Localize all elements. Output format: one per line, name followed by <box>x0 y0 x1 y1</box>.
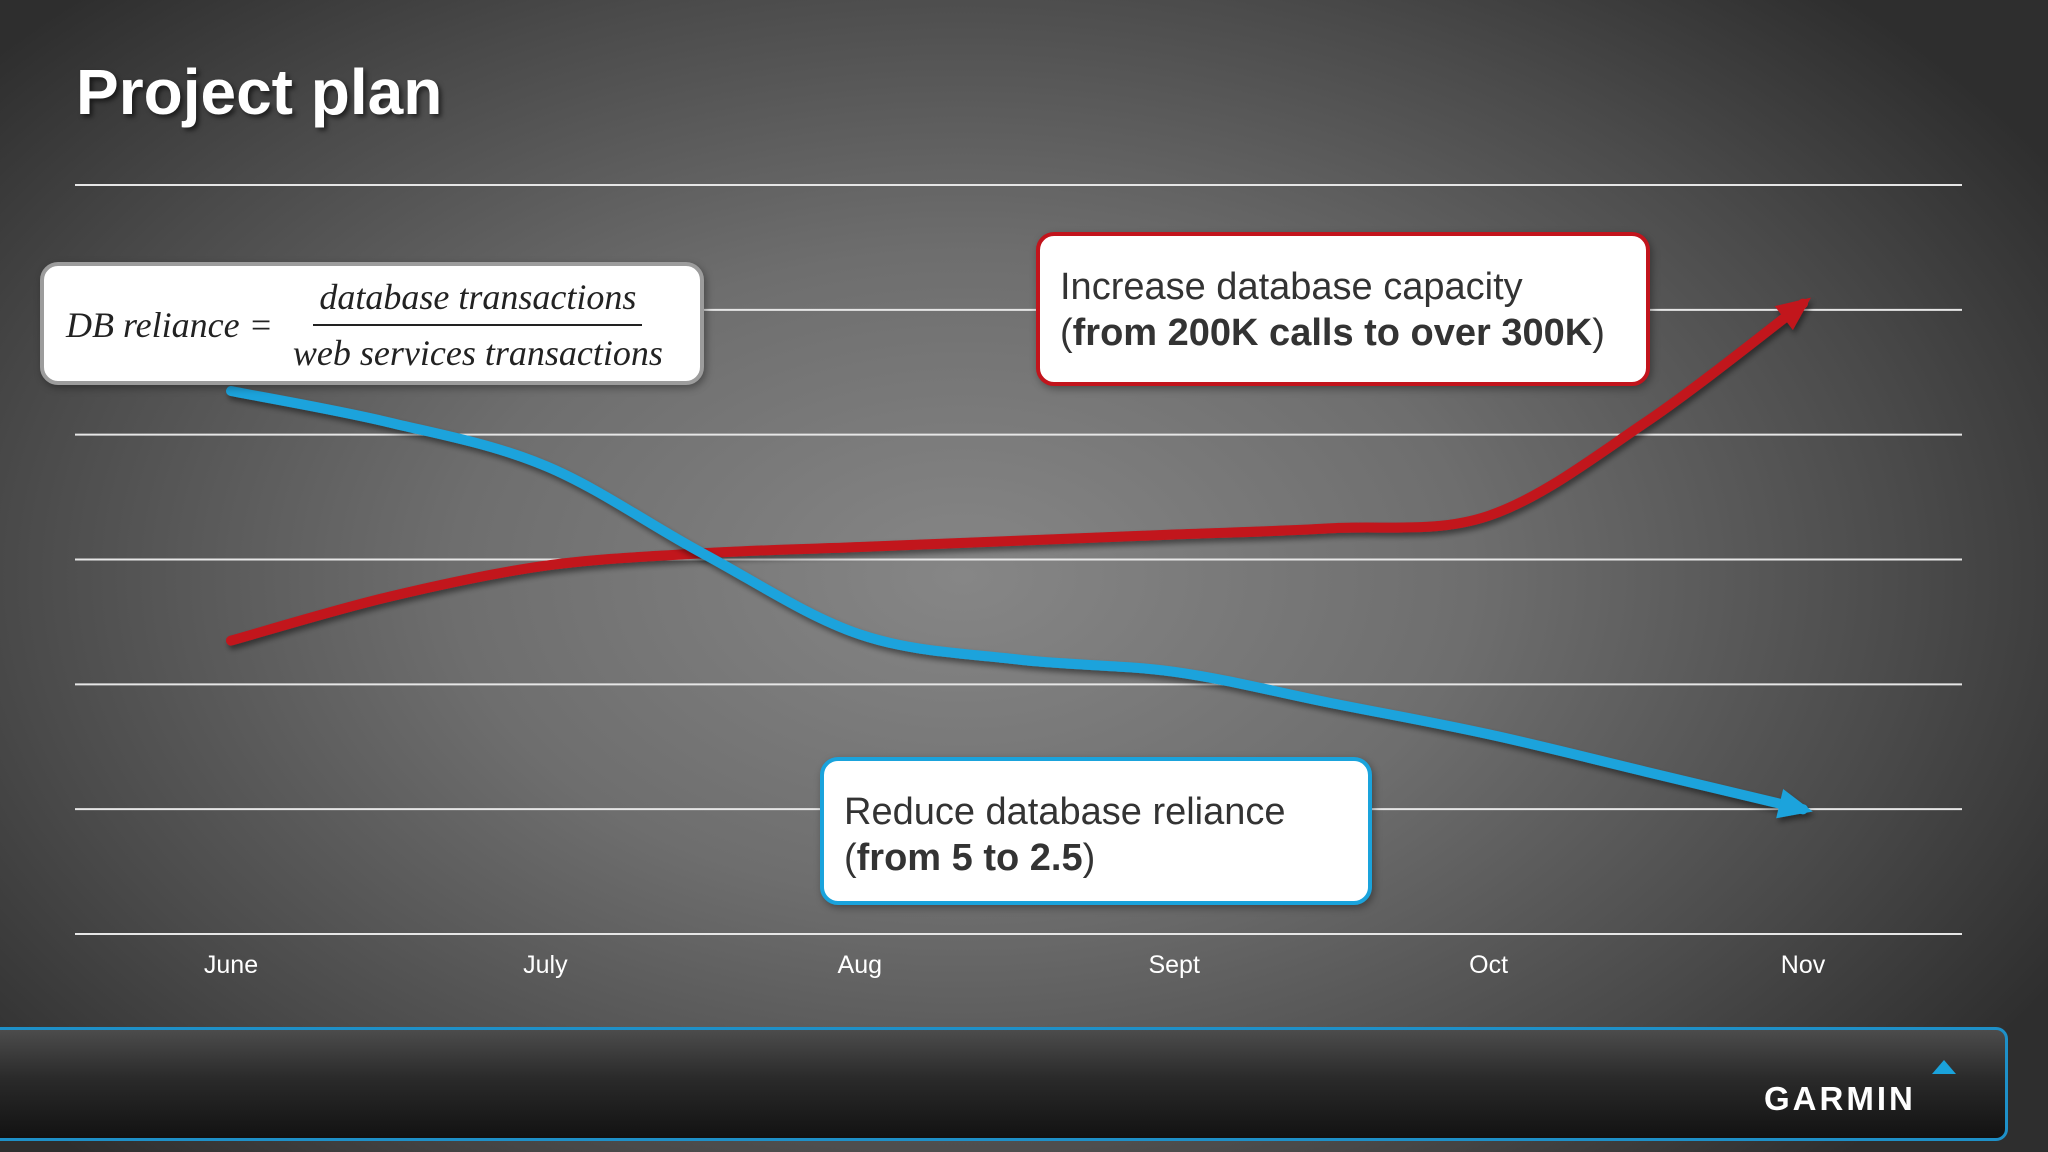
x-tick-label-oct: Oct <box>1469 951 1508 979</box>
formula-lhs: DB reliance = <box>66 305 273 345</box>
capacity-callout-detail: (from 200K calls to over 300K) <box>1060 312 1605 355</box>
reliance-paren-close: ) <box>1082 837 1096 879</box>
series-arrowhead-1 <box>1776 789 1813 819</box>
series-group-1 <box>226 386 1813 819</box>
x-axis-ticks: June July Aug Sept Oct Nov <box>204 951 1826 979</box>
slide-title: Project plan <box>76 56 443 128</box>
series-group-0 <box>226 297 1811 646</box>
reliance-callout-detail: (from 5 to 2.5) <box>844 837 1095 880</box>
formula-callout: DB reliance = database transactions web … <box>40 262 704 385</box>
capacity-callout-title: Increase database capacity <box>1060 266 1523 308</box>
reliance-callout-title: Reduce database reliance <box>844 791 1286 833</box>
formula-fraction: database transactions web services trans… <box>289 276 667 374</box>
footer-bar <box>0 1027 2008 1141</box>
capacity-callout: Increase database capacity (from 200K ca… <box>1036 232 1650 386</box>
series-layer <box>226 297 1813 819</box>
x-tick-label-june: June <box>204 951 258 979</box>
x-tick-label-sept: Sept <box>1148 951 1199 979</box>
x-tick-label-aug: Aug <box>838 951 882 979</box>
capacity-paren-close: ) <box>1592 312 1605 354</box>
reliance-paren-open: ( <box>844 837 857 879</box>
formula-numerator: database transactions <box>313 276 643 326</box>
capacity-detail-bold: from 200K calls to over 300K <box>1072 312 1593 354</box>
garmin-logo: GARMIN <box>1764 1058 1964 1118</box>
series-line-0 <box>226 298 1808 646</box>
formula-denominator: web services transactions <box>292 333 663 373</box>
logo-triangle-icon <box>1932 1060 1956 1074</box>
series-line-1 <box>226 386 1808 815</box>
db-reliance-formula: DB reliance = database transactions web … <box>66 274 667 376</box>
logo-text: GARMIN <box>1764 1080 1916 1117</box>
reliance-callout: Reduce database reliance (from 5 to 2.5) <box>820 757 1372 905</box>
capacity-paren-open: ( <box>1060 312 1073 354</box>
reliance-detail-bold: from 5 to 2.5 <box>856 837 1083 879</box>
x-tick-label-nov: Nov <box>1781 951 1826 979</box>
series-arrowhead-0 <box>1774 297 1811 331</box>
x-tick-label-july: July <box>523 951 568 979</box>
